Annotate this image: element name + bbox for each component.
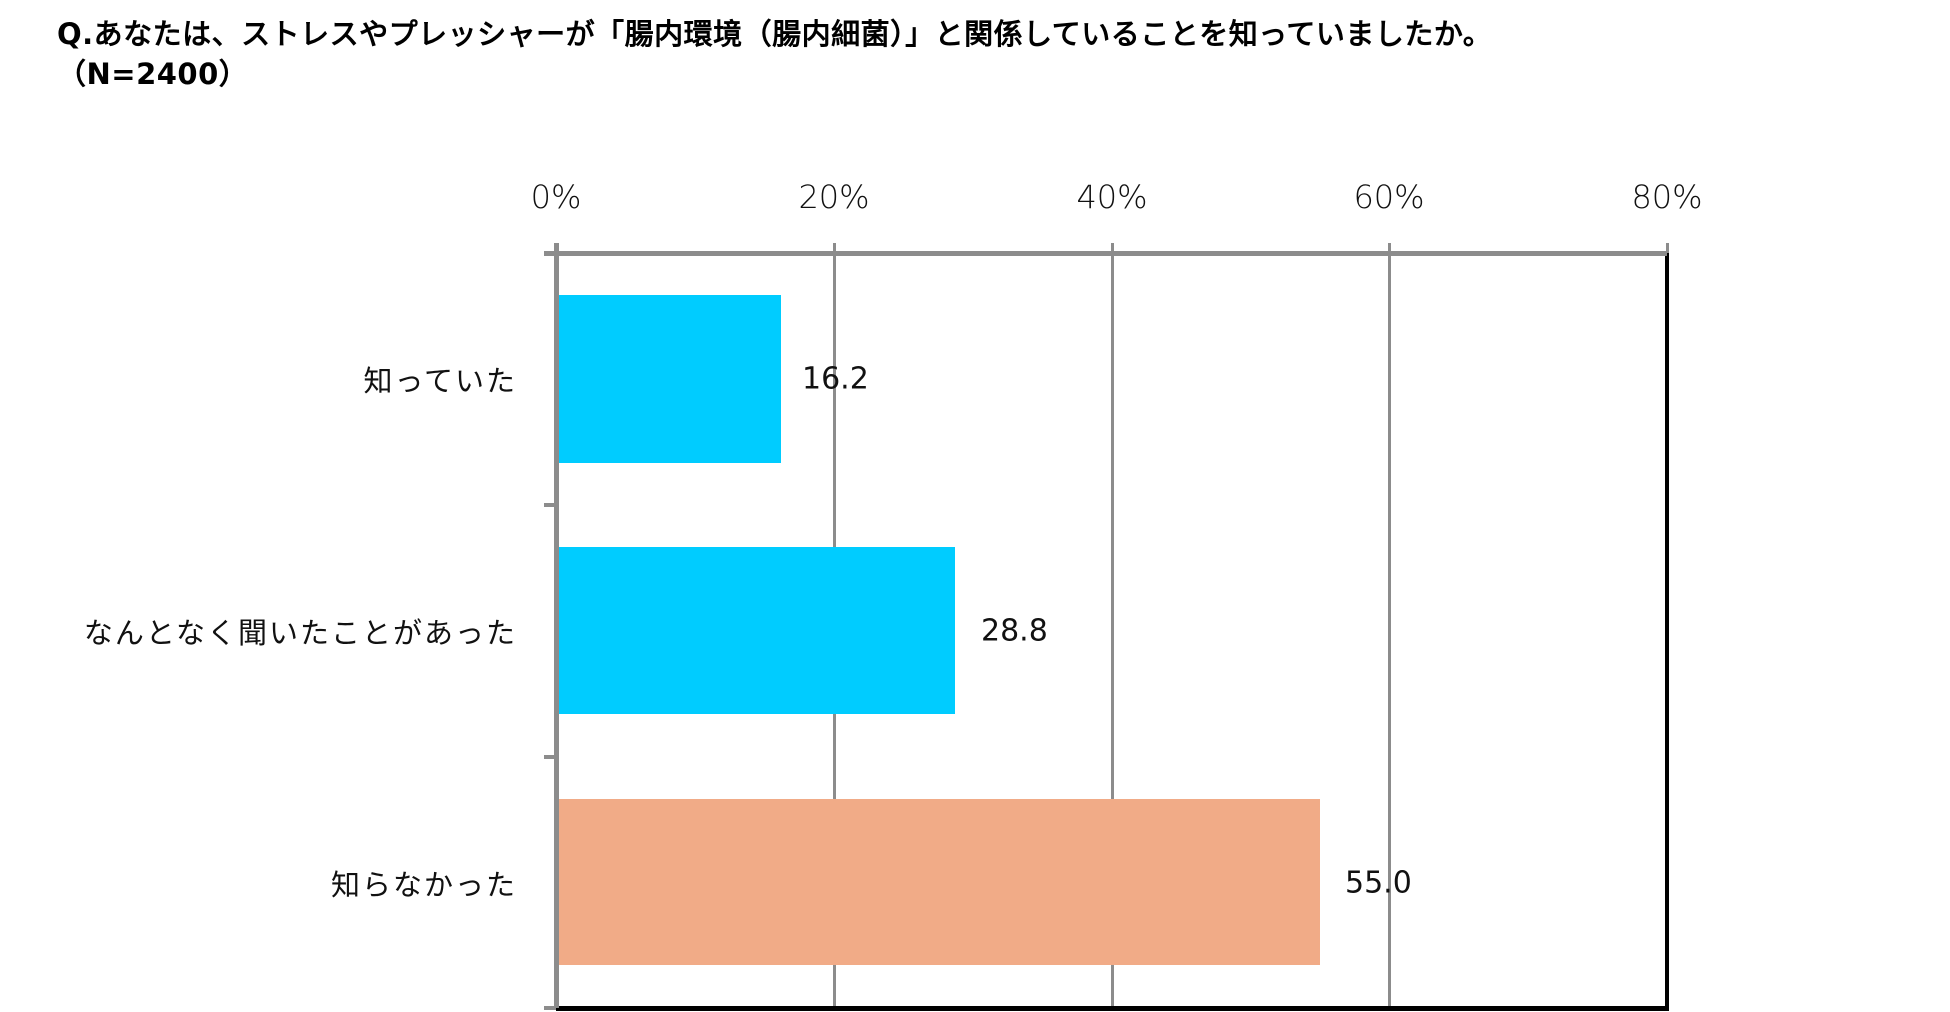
category-label-vaguely-heard: なんとなく聞いたことがあった xyxy=(83,616,517,650)
x-tick-label-0: 0% xyxy=(530,178,582,216)
x-tick-label-80: 80% xyxy=(1631,178,1703,216)
value-label-knew: 16.2 xyxy=(802,361,869,397)
gridline-60 xyxy=(1388,243,1391,1008)
x-tick-label-40: 40% xyxy=(1076,178,1148,216)
x-tick-label-60: 60% xyxy=(1353,178,1425,216)
chart-title-sample-size: （N=2400） xyxy=(57,57,249,91)
y-axis-line xyxy=(554,243,559,1008)
plot-border-bottom xyxy=(556,1006,1669,1011)
y-tick-3 xyxy=(544,1006,556,1010)
gridline-80-tick xyxy=(1666,243,1669,255)
x-tick-label-20: 20% xyxy=(798,178,870,216)
plot-border-right xyxy=(1665,253,1669,1008)
y-tick-2 xyxy=(544,755,556,759)
value-label-vaguely-heard: 28.8 xyxy=(981,613,1048,649)
x-axis-line xyxy=(544,251,1667,256)
chart-title: Q.あなたは、ストレスやプレッシャーが「腸内環境（腸内細菌）」と関係していること… xyxy=(57,14,1947,94)
category-label-did-not-know: 知らなかった xyxy=(330,868,517,902)
bar-vaguely-heard xyxy=(559,547,955,714)
category-label-knew: 知っていた xyxy=(363,364,517,398)
value-label-did-not-know: 55.0 xyxy=(1345,865,1412,901)
bar-knew xyxy=(559,295,781,463)
y-tick-1 xyxy=(544,503,556,507)
gridline-40 xyxy=(1111,243,1114,1008)
chart-title-question: Q.あなたは、ストレスやプレッシャーが「腸内環境（腸内細菌）」と関係していること… xyxy=(57,17,1493,51)
bar-did-not-know xyxy=(559,799,1320,965)
plot-area: 16.2 28.8 55.0 xyxy=(544,243,1669,1011)
